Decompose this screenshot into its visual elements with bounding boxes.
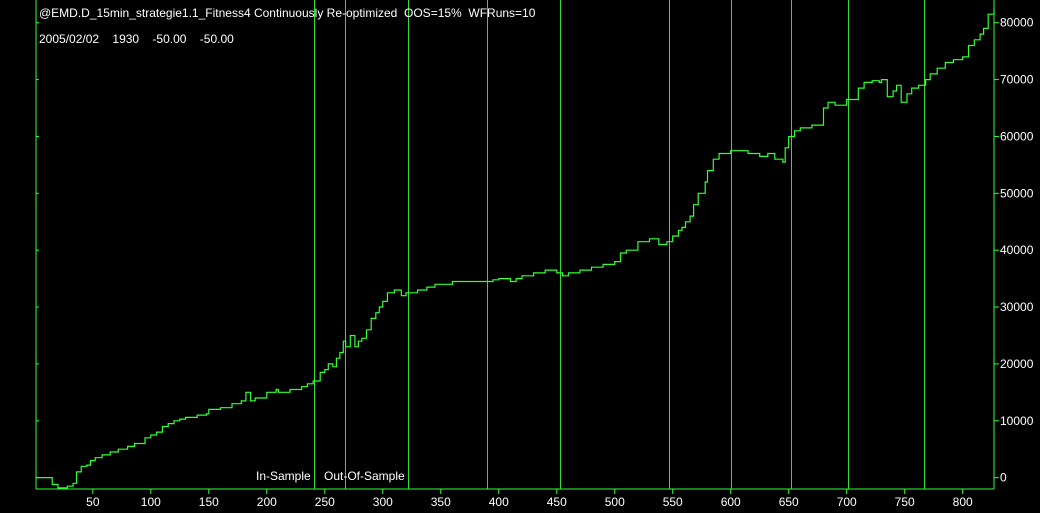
in-sample-label: In-Sample	[256, 469, 311, 483]
x-tick-label: 800	[953, 495, 973, 509]
x-tick-label: 550	[663, 495, 683, 509]
x-tick-label: 350	[431, 495, 451, 509]
y-tick-label: 10000	[1000, 414, 1034, 428]
y-tick-label: 40000	[1000, 243, 1034, 257]
y-tick-label: 70000	[1000, 73, 1034, 87]
x-tick-label: 200	[257, 495, 277, 509]
chart-axes	[35, 0, 995, 490]
y-tick-label: 20000	[1000, 357, 1034, 371]
y-tick-label: 30000	[1000, 300, 1034, 314]
y-tick-label: 60000	[1000, 129, 1034, 143]
x-tick-label: 400	[489, 495, 509, 509]
x-tick-label: 700	[837, 495, 857, 509]
y-tick-label: 50000	[1000, 186, 1034, 200]
x-tick-label: 600	[721, 495, 741, 509]
walk-forward-lines	[314, 0, 925, 489]
y-tick-label: 80000	[1000, 16, 1034, 30]
cursor-status-line: 2005/02/02 1930 -50.00 -50.00	[39, 32, 234, 46]
x-axis-ticks: 50 100 150 200 250 300 350 400 450 500 550 600 650 70…	[86, 489, 973, 509]
equity-curve-line	[36, 8, 995, 489]
x-tick-label: 300	[373, 495, 393, 509]
x-tick-label: 150	[199, 495, 219, 509]
x-tick-label: 650	[779, 495, 799, 509]
x-tick-label: 50	[86, 495, 100, 509]
chart-title: @EMD.D_15min_strategie1.1_Fitness4 Conti…	[39, 6, 536, 20]
x-tick-label: 250	[315, 495, 335, 509]
out-of-sample-label: Out-Of-Sample	[324, 469, 405, 483]
x-tick-label: 500	[605, 495, 625, 509]
y-axis-ticks: 0 10000 20000 30000 40000 50000 60000 70000 8000…	[36, 16, 1034, 485]
x-tick-label: 450	[547, 495, 567, 509]
x-tick-label: 100	[141, 495, 161, 509]
x-tick-label: 750	[895, 495, 915, 509]
y-tick-label: 0	[1000, 471, 1007, 485]
